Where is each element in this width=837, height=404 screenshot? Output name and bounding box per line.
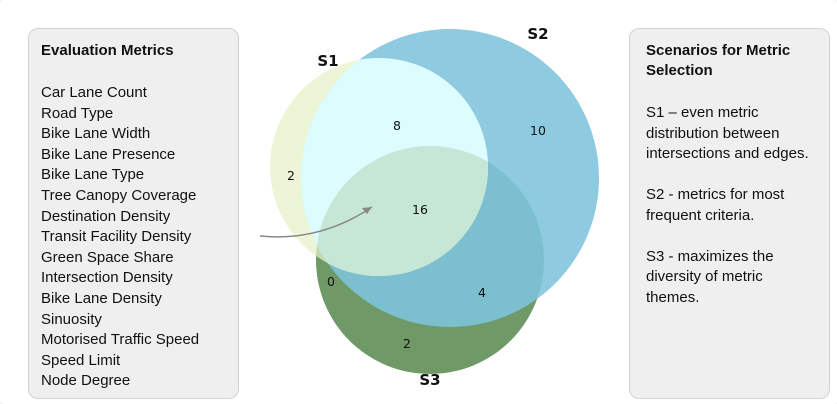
s1-label: S1 — [317, 52, 338, 70]
metric-item: Car Lane Count — [41, 84, 147, 101]
scenarios-panel: Scenarios for Metric Selection S1 – even… — [629, 28, 830, 399]
metric-item: Motorised Traffic Speed — [41, 331, 200, 349]
metric-item: Bike Lane Type — [41, 166, 145, 184]
s1-s3-count: 0 — [327, 274, 335, 289]
evaluation-metrics-panel: Evaluation Metrics Car Lane Count Road T… — [28, 28, 239, 399]
s2-label: S2 — [527, 25, 548, 43]
scenarios-title: Scenarios for Metric Selection — [646, 42, 791, 79]
arrowhead-icon — [362, 207, 372, 214]
venn-diagram: S1 S2 S3 2 8 10 16 0 4 2 — [259, 25, 599, 389]
metric-item: Road Type — [41, 104, 114, 122]
metric-item: Intersection Density — [41, 269, 173, 287]
scenario-s1-text: S1 – even metric distribution between in… — [646, 104, 809, 162]
metric-item: Speed Limit — [41, 351, 121, 369]
metric-item: Bike Lane Width — [41, 125, 151, 143]
s2-only-count: 10 — [530, 123, 546, 138]
metric-list: Car Lane Count Road Type Bike Lane Width… — [41, 83, 226, 392]
metric-item: Tree Canopy Coverage — [41, 186, 197, 204]
s1-only-count: 2 — [287, 168, 295, 183]
s3-only-count: 2 — [403, 336, 411, 351]
all-three-count: 16 — [412, 202, 428, 217]
scenario-s3-text: S3 - maximizes the diversity of metric t… — [646, 247, 774, 306]
pointer-arrow — [259, 206, 373, 238]
metric-item: Node Degree — [41, 372, 131, 390]
metric-item: Destination Density — [41, 207, 171, 225]
scenario-s2-text: S2 - metrics for most frequent criteria. — [646, 186, 785, 224]
s3-label: S3 — [419, 371, 440, 389]
metric-item: Transit Facility Density — [41, 228, 192, 246]
evaluation-metrics-title: Evaluation Metrics — [41, 42, 174, 59]
metric-item: Green Space Share — [41, 248, 174, 266]
s2-s3-count: 4 — [478, 285, 486, 300]
metric-item: Bike Lane Density — [41, 289, 162, 307]
s1-s2-count: 8 — [393, 118, 401, 133]
metric-item: Bike Lane Presence — [41, 145, 176, 163]
metric-item: Sinuosity — [41, 310, 102, 328]
